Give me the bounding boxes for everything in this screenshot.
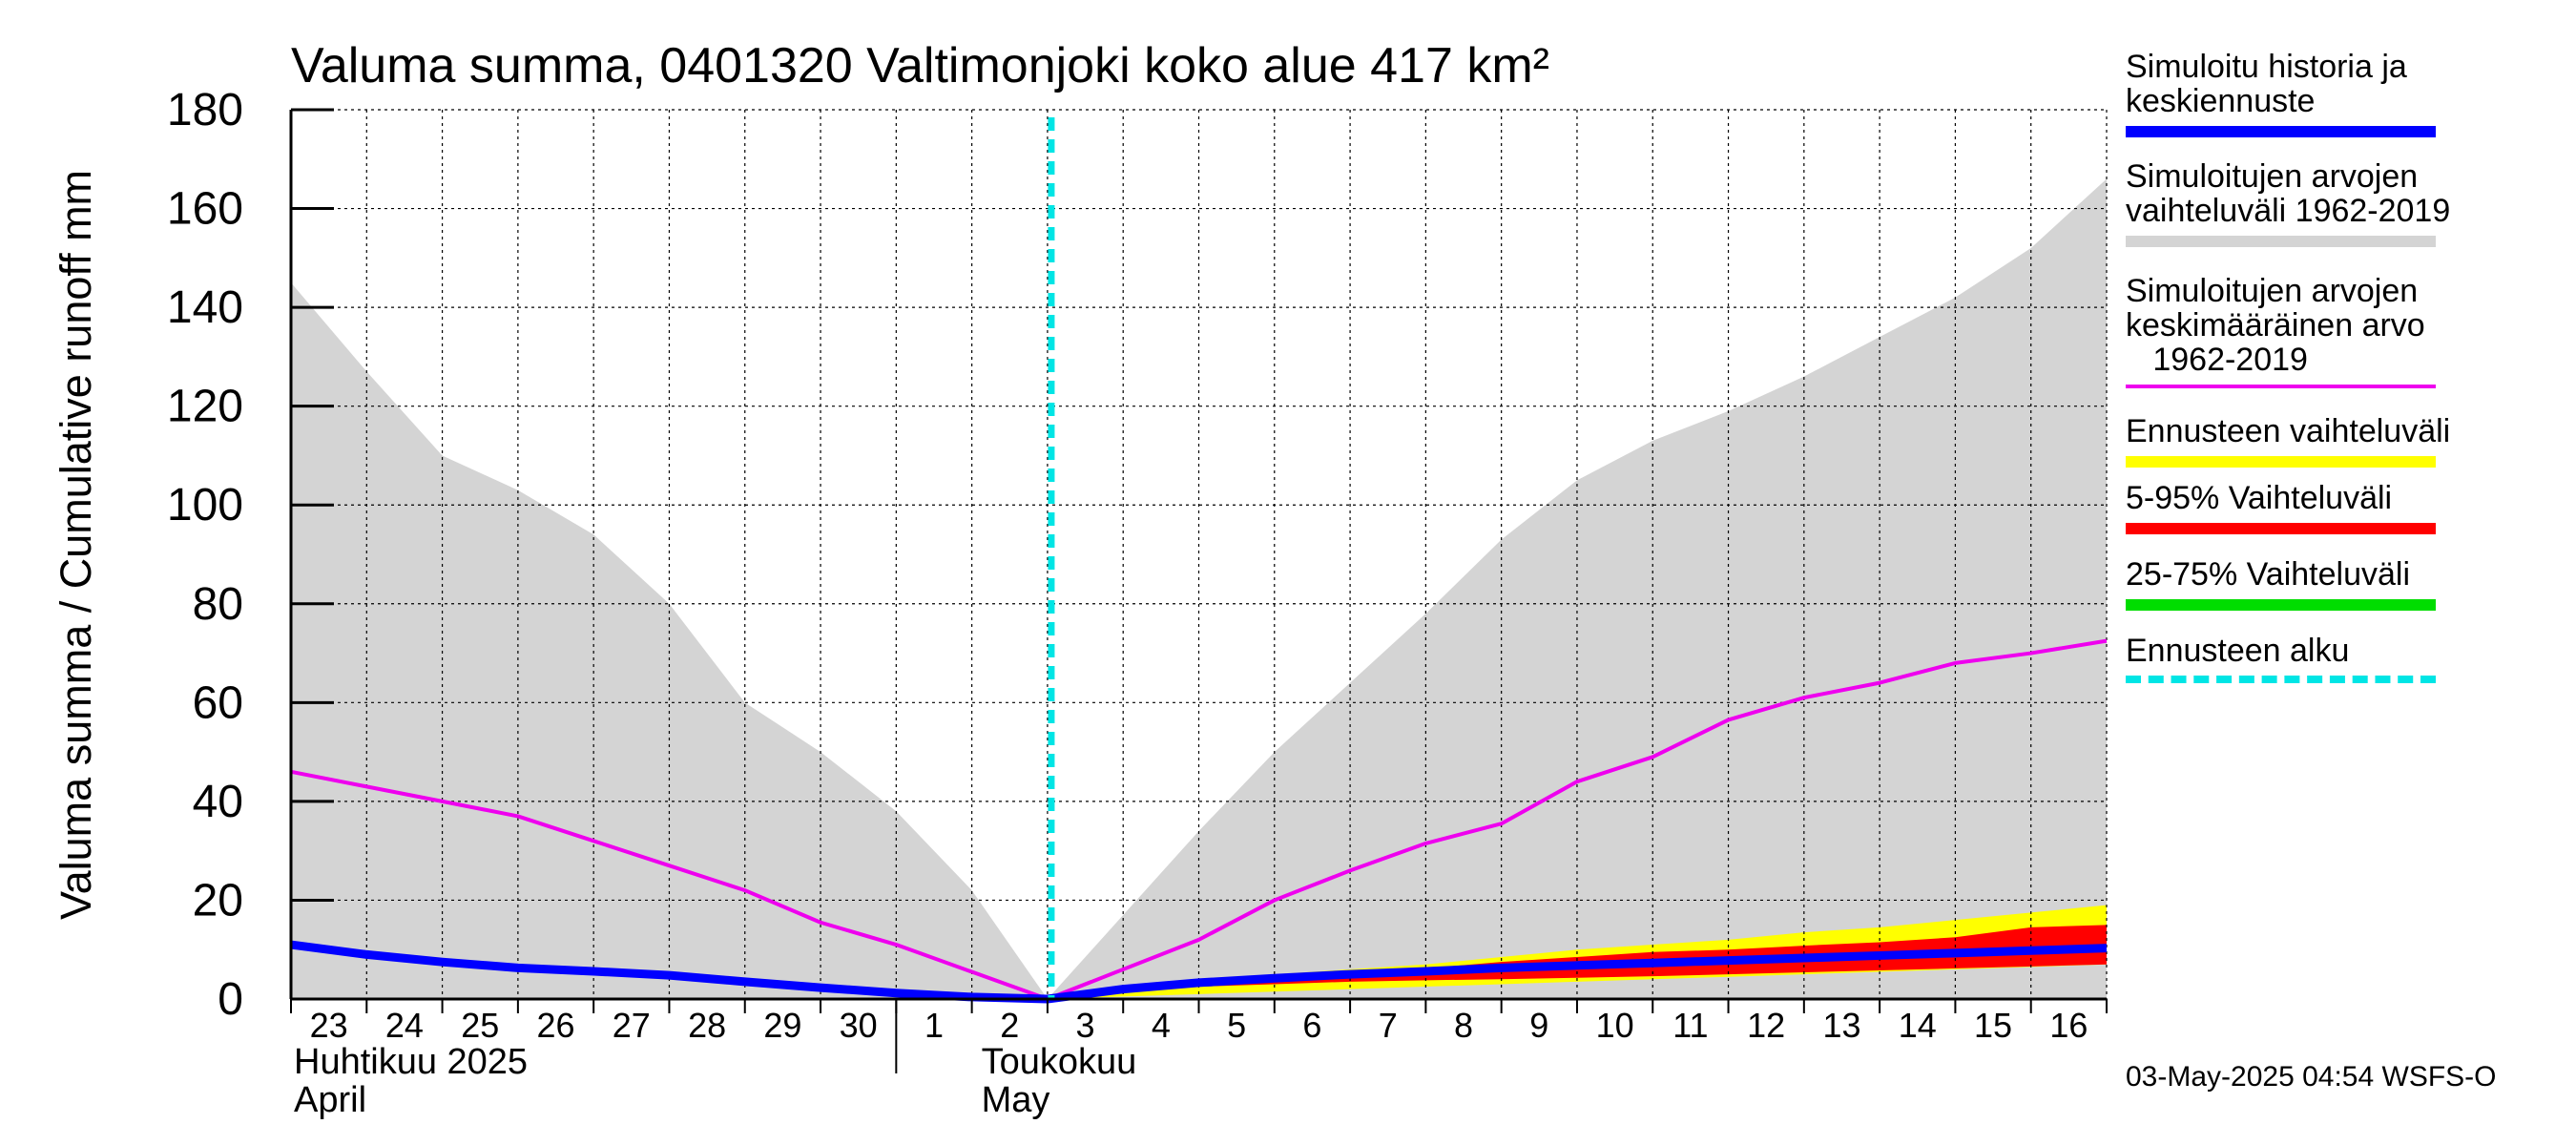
- y-tick-label-0: 0: [218, 974, 243, 1025]
- month-label-april-en: April: [294, 1080, 366, 1120]
- x-tick-label-12: 12: [1747, 1006, 1785, 1045]
- y-tick-label-140: 140: [167, 282, 243, 333]
- x-tick-label-29: 29: [763, 1006, 801, 1045]
- chart-title: Valuma summa, 0401320 Valtimonjoki koko …: [291, 38, 1549, 94]
- month-label-april-fi: Huhtikuu 2025: [294, 1042, 528, 1082]
- x-tick-label-13: 13: [1822, 1006, 1860, 1045]
- grid-lines: [291, 109, 2108, 999]
- legend-item-1: Simuloitujen arvojen vaihteluväli 1962-2…: [2126, 158, 2545, 247]
- x-tick-label-6: 6: [1302, 1006, 1321, 1045]
- legend-label: Simuloitujen arvojen keskimääräinen arvo…: [2126, 273, 2425, 378]
- x-tick-label-7: 7: [1379, 1006, 1398, 1045]
- legend-swatch: [2126, 676, 2436, 683]
- y-tick-label-60: 60: [193, 677, 243, 728]
- legend-label: 25-75% Vaihteluväli: [2126, 556, 2410, 593]
- legend-item-6: Ennusteen alku: [2126, 633, 2545, 683]
- y-tick-label-180: 180: [167, 85, 243, 135]
- y-tick-label-120: 120: [167, 382, 243, 432]
- y-tick-label-80: 80: [193, 579, 243, 630]
- legend-item-2: Simuloitujen arvojen keskimääräinen arvo…: [2126, 273, 2545, 388]
- month-label-may-en: May: [982, 1080, 1050, 1120]
- y-tick-label-160: 160: [167, 184, 243, 235]
- band-0: [291, 178, 2107, 999]
- x-tick-label-23: 23: [310, 1006, 348, 1045]
- x-tick-label-27: 27: [613, 1006, 651, 1045]
- series-line-0: [290, 638, 2108, 1001]
- timestamp-footer: 03-May-2025 04:54 WSFS-O: [2126, 1061, 2497, 1093]
- x-tick-label-2: 2: [1000, 1006, 1019, 1045]
- x-tick-label-16: 16: [2049, 1006, 2088, 1045]
- x-tick-label-1: 1: [924, 1006, 944, 1045]
- x-tick-label-26: 26: [536, 1006, 574, 1045]
- legend-swatch: [2126, 456, 2436, 468]
- y-tick-label-40: 40: [193, 777, 243, 827]
- legend-swatch: [2126, 236, 2436, 247]
- legend-swatch: [2126, 599, 2436, 611]
- x-tick-label-25: 25: [461, 1006, 499, 1045]
- x-tick-label-15: 15: [1974, 1006, 2012, 1045]
- legend-item-3: Ennusteen vaihteluväli: [2126, 413, 2545, 468]
- y-tick-label-100: 100: [167, 480, 243, 531]
- legend-swatch: [2126, 385, 2436, 388]
- x-tick-label-11: 11: [1672, 1006, 1708, 1045]
- legend-item-5: 25-75% Vaihteluväli: [2126, 556, 2545, 611]
- y-tick-label-20: 20: [193, 875, 243, 926]
- legend-item-0: Simuloitu historia ja keskiennuste: [2126, 49, 2545, 137]
- series-line-1: [290, 940, 2108, 1004]
- legend-label: Ennusteen vaihteluväli: [2126, 413, 2451, 449]
- x-tick-label-14: 14: [1899, 1006, 1937, 1045]
- x-tick-label-4: 4: [1152, 1006, 1171, 1045]
- x-tick-label-5: 5: [1227, 1006, 1246, 1045]
- legend-swatch: [2126, 523, 2436, 534]
- legend-label: Simuloitu historia ja keskiennuste: [2126, 49, 2407, 119]
- month-label-may-fi: Toukokuu: [982, 1042, 1137, 1082]
- legend-item-4: 5-95% Vaihteluväli: [2126, 480, 2545, 534]
- y-axis-label: Valuma summa / Cumulative runoff mm: [52, 170, 100, 920]
- legend-label: Simuloitujen arvojen vaihteluväli 1962-2…: [2126, 158, 2451, 229]
- x-tick-label-24: 24: [385, 1006, 424, 1045]
- legend-label: Ennusteen alku: [2126, 633, 2350, 669]
- legend-label: 5-95% Vaihteluväli: [2126, 480, 2393, 516]
- x-tick-label-30: 30: [840, 1006, 878, 1045]
- x-tick-label-3: 3: [1076, 1006, 1095, 1045]
- legend-swatch: [2126, 126, 2436, 137]
- x-tick-label-10: 10: [1596, 1006, 1634, 1045]
- x-tick-label-28: 28: [688, 1006, 726, 1045]
- x-tick-label-9: 9: [1529, 1006, 1548, 1045]
- x-tick-label-8: 8: [1454, 1006, 1473, 1045]
